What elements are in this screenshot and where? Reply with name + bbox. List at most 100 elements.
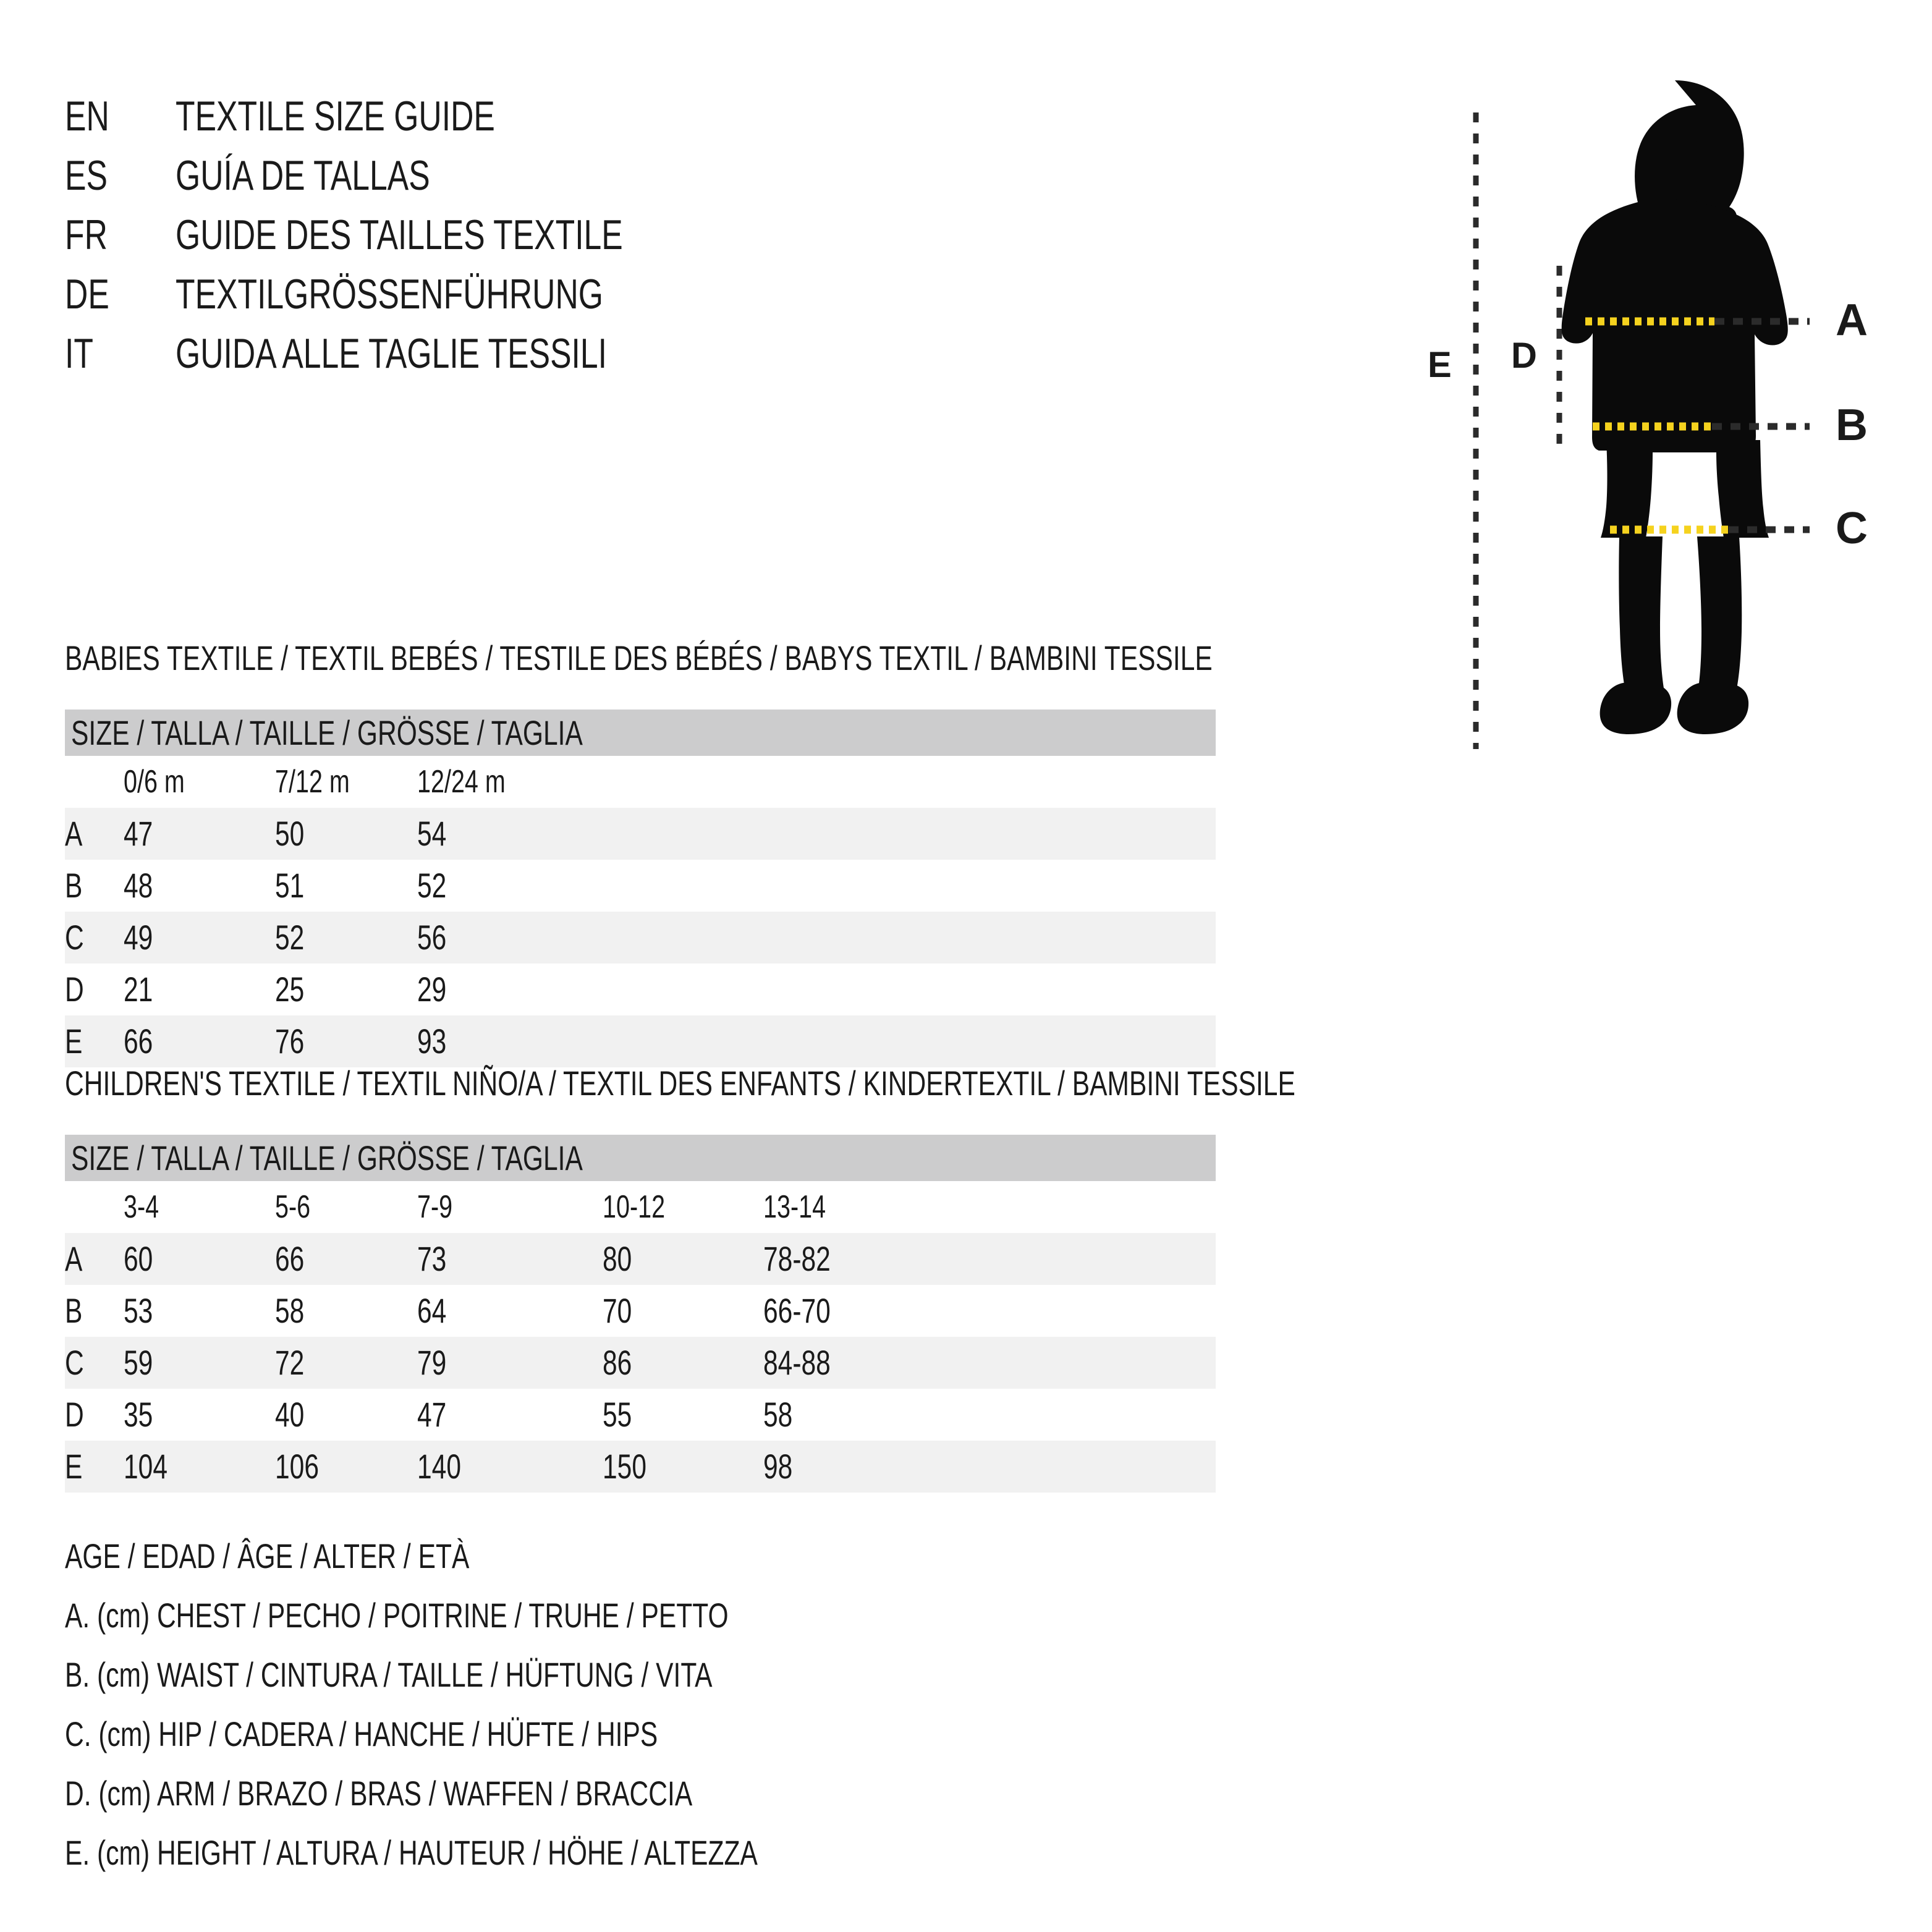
- language-code-es: ES: [65, 152, 108, 199]
- child-silhouette-icon: [1561, 80, 1788, 734]
- children-row-label-e: E: [65, 1441, 124, 1493]
- children-size-1: 5-6: [275, 1181, 417, 1233]
- babies-size-1: 7/12 m: [275, 756, 417, 808]
- marker-label-c: C: [1836, 504, 1868, 553]
- language-row-it: IT GUIDA ALLE TAGLIE TESSILI: [65, 324, 1054, 383]
- babies-cell-a-0: 47: [124, 808, 275, 860]
- table-row: A 47 50 54: [65, 808, 1216, 860]
- children-size-3: 10-12: [603, 1181, 763, 1233]
- marker-label-d: D: [1511, 336, 1537, 376]
- children-cell-a-4: 78-82: [763, 1233, 1216, 1285]
- babies-cell-e-2: 93: [417, 1015, 1216, 1067]
- babies-row-label-b: B: [65, 860, 124, 912]
- language-title-es: GUÍA DE TALLAS: [176, 152, 431, 199]
- children-cell-c-2: 79: [417, 1337, 603, 1389]
- language-code-en: EN: [65, 93, 109, 140]
- legend-line-age: AGE / EDAD / ÂGE / ALTER / ETÀ: [65, 1536, 470, 1575]
- legend-line-d-arm: D. (cm) ARM / BRAZO / BRAS / WAFFEN / BR…: [65, 1774, 693, 1813]
- children-cell-e-0: 104: [124, 1441, 275, 1493]
- babies-row-label-d: D: [65, 964, 124, 1015]
- language-title-de: TEXTILGRÖSSENFÜHRUNG: [176, 271, 604, 318]
- table-row: D 21 25 29: [65, 964, 1216, 1015]
- babies-cell-c-1: 52: [275, 912, 417, 964]
- children-cell-d-3: 55: [603, 1389, 763, 1441]
- language-row-es: ES GUÍA DE TALLAS: [65, 146, 1054, 205]
- language-row-en: EN TEXTILE SIZE GUIDE: [65, 87, 1054, 146]
- table-row: A 60 66 73 80 78-82: [65, 1233, 1216, 1285]
- babies-cell-e-1: 76: [275, 1015, 417, 1067]
- children-header-label: SIZE / TALLA / TAILLE / GRÖSSE / TAGLIA: [65, 1135, 1216, 1181]
- children-cell-a-2: 73: [417, 1233, 603, 1285]
- marker-label-a: A: [1836, 295, 1868, 345]
- children-size-2: 7-9: [417, 1181, 603, 1233]
- children-row-label-c: C: [65, 1337, 124, 1389]
- children-cell-c-1: 72: [275, 1337, 417, 1389]
- children-cell-a-0: 60: [124, 1233, 275, 1285]
- babies-cell-c-2: 56: [417, 912, 1216, 964]
- children-cell-d-1: 40: [275, 1389, 417, 1441]
- children-section-title: CHILDREN'S TEXTILE / TEXTIL NIÑO/A / TEX…: [65, 1064, 1295, 1103]
- language-code-fr: FR: [65, 211, 108, 258]
- children-cell-a-1: 66: [275, 1233, 417, 1285]
- children-cell-e-1: 106: [275, 1441, 417, 1493]
- babies-size-0: 0/6 m: [124, 756, 275, 808]
- babies-cell-c-0: 49: [124, 912, 275, 964]
- children-row-label-b: B: [65, 1285, 124, 1337]
- children-table-header-bar: SIZE / TALLA / TAILLE / GRÖSSE / TAGLIA: [65, 1135, 1216, 1181]
- language-title-block: EN TEXTILE SIZE GUIDE ES GUÍA DE TALLAS …: [65, 87, 1054, 383]
- table-row: C 49 52 56: [65, 912, 1216, 964]
- children-cell-b-2: 64: [417, 1285, 603, 1337]
- babies-cell-b-1: 51: [275, 860, 417, 912]
- measurement-legend: AGE / EDAD / ÂGE / ALTER / ETÀ A. (cm) C…: [65, 1527, 1177, 1883]
- babies-cell-a-2: 54: [417, 808, 1216, 860]
- language-title-en: TEXTILE SIZE GUIDE: [176, 93, 496, 140]
- children-row-label-d: D: [65, 1389, 124, 1441]
- children-cell-b-3: 70: [603, 1285, 763, 1337]
- children-cell-e-2: 140: [417, 1441, 603, 1493]
- babies-cell-d-0: 21: [124, 964, 275, 1015]
- children-cell-c-0: 59: [124, 1337, 275, 1389]
- babies-cell-a-1: 50: [275, 808, 417, 860]
- children-cell-c-4: 84-88: [763, 1337, 1216, 1389]
- children-size-row-spacer: [65, 1181, 124, 1233]
- children-cell-b-1: 58: [275, 1285, 417, 1337]
- table-row: B 48 51 52: [65, 860, 1216, 912]
- babies-row-label-a: A: [65, 808, 124, 860]
- babies-size-table: SIZE / TALLA / TAILLE / GRÖSSE / TAGLIA …: [65, 710, 1216, 1067]
- table-row: E 66 76 93: [65, 1015, 1216, 1067]
- table-row: D 35 40 47 55 58: [65, 1389, 1216, 1441]
- legend-line-a-chest: A. (cm) CHEST / PECHO / POITRINE / TRUHE…: [65, 1596, 729, 1635]
- legend-line-b-waist: B. (cm) WAIST / CINTURA / TAILLE / HÜFTU…: [65, 1655, 713, 1694]
- table-row: B 53 58 64 70 66-70: [65, 1285, 1216, 1337]
- children-size-row: 3-4 5-6 7-9 10-12 13-14: [65, 1181, 1216, 1233]
- children-row-label-a: A: [65, 1233, 124, 1285]
- children-cell-e-4: 98: [763, 1441, 1216, 1493]
- babies-cell-e-0: 66: [124, 1015, 275, 1067]
- babies-cell-d-1: 25: [275, 964, 417, 1015]
- babies-cell-b-0: 48: [124, 860, 275, 912]
- table-row: C 59 72 79 86 84-88: [65, 1337, 1216, 1389]
- language-row-de: DE TEXTILGRÖSSENFÜHRUNG: [65, 265, 1054, 324]
- babies-row-label-e: E: [65, 1015, 124, 1067]
- children-size-table: SIZE / TALLA / TAILLE / GRÖSSE / TAGLIA …: [65, 1135, 1216, 1493]
- babies-size-row: 0/6 m 7/12 m 12/24 m: [65, 756, 1216, 808]
- children-cell-d-0: 35: [124, 1389, 275, 1441]
- babies-cell-b-2: 52: [417, 860, 1216, 912]
- babies-size-2: 12/24 m: [417, 756, 1216, 808]
- language-title-it: GUIDA ALLE TAGLIE TESSILI: [176, 330, 608, 377]
- babies-row-label-c: C: [65, 912, 124, 964]
- babies-header-label: SIZE / TALLA / TAILLE / GRÖSSE / TAGLIA: [65, 710, 1216, 756]
- babies-table-header-bar: SIZE / TALLA / TAILLE / GRÖSSE / TAGLIA: [65, 710, 1216, 756]
- children-cell-a-3: 80: [603, 1233, 763, 1285]
- children-cell-d-2: 47: [417, 1389, 603, 1441]
- legend-line-e-height: E. (cm) HEIGHT / ALTURA / HAUTEUR / HÖHE…: [65, 1833, 758, 1872]
- language-code-it: IT: [65, 330, 93, 377]
- children-cell-e-3: 150: [603, 1441, 763, 1493]
- children-size-0: 3-4: [124, 1181, 275, 1233]
- marker-label-b: B: [1836, 400, 1868, 450]
- children-size-4: 13-14: [763, 1181, 1216, 1233]
- legend-line-c-hip: C. (cm) HIP / CADERA / HANCHE / HÜFTE / …: [65, 1714, 658, 1753]
- children-cell-d-4: 58: [763, 1389, 1216, 1441]
- marker-label-e: E: [1428, 345, 1452, 385]
- children-cell-b-4: 66-70: [763, 1285, 1216, 1337]
